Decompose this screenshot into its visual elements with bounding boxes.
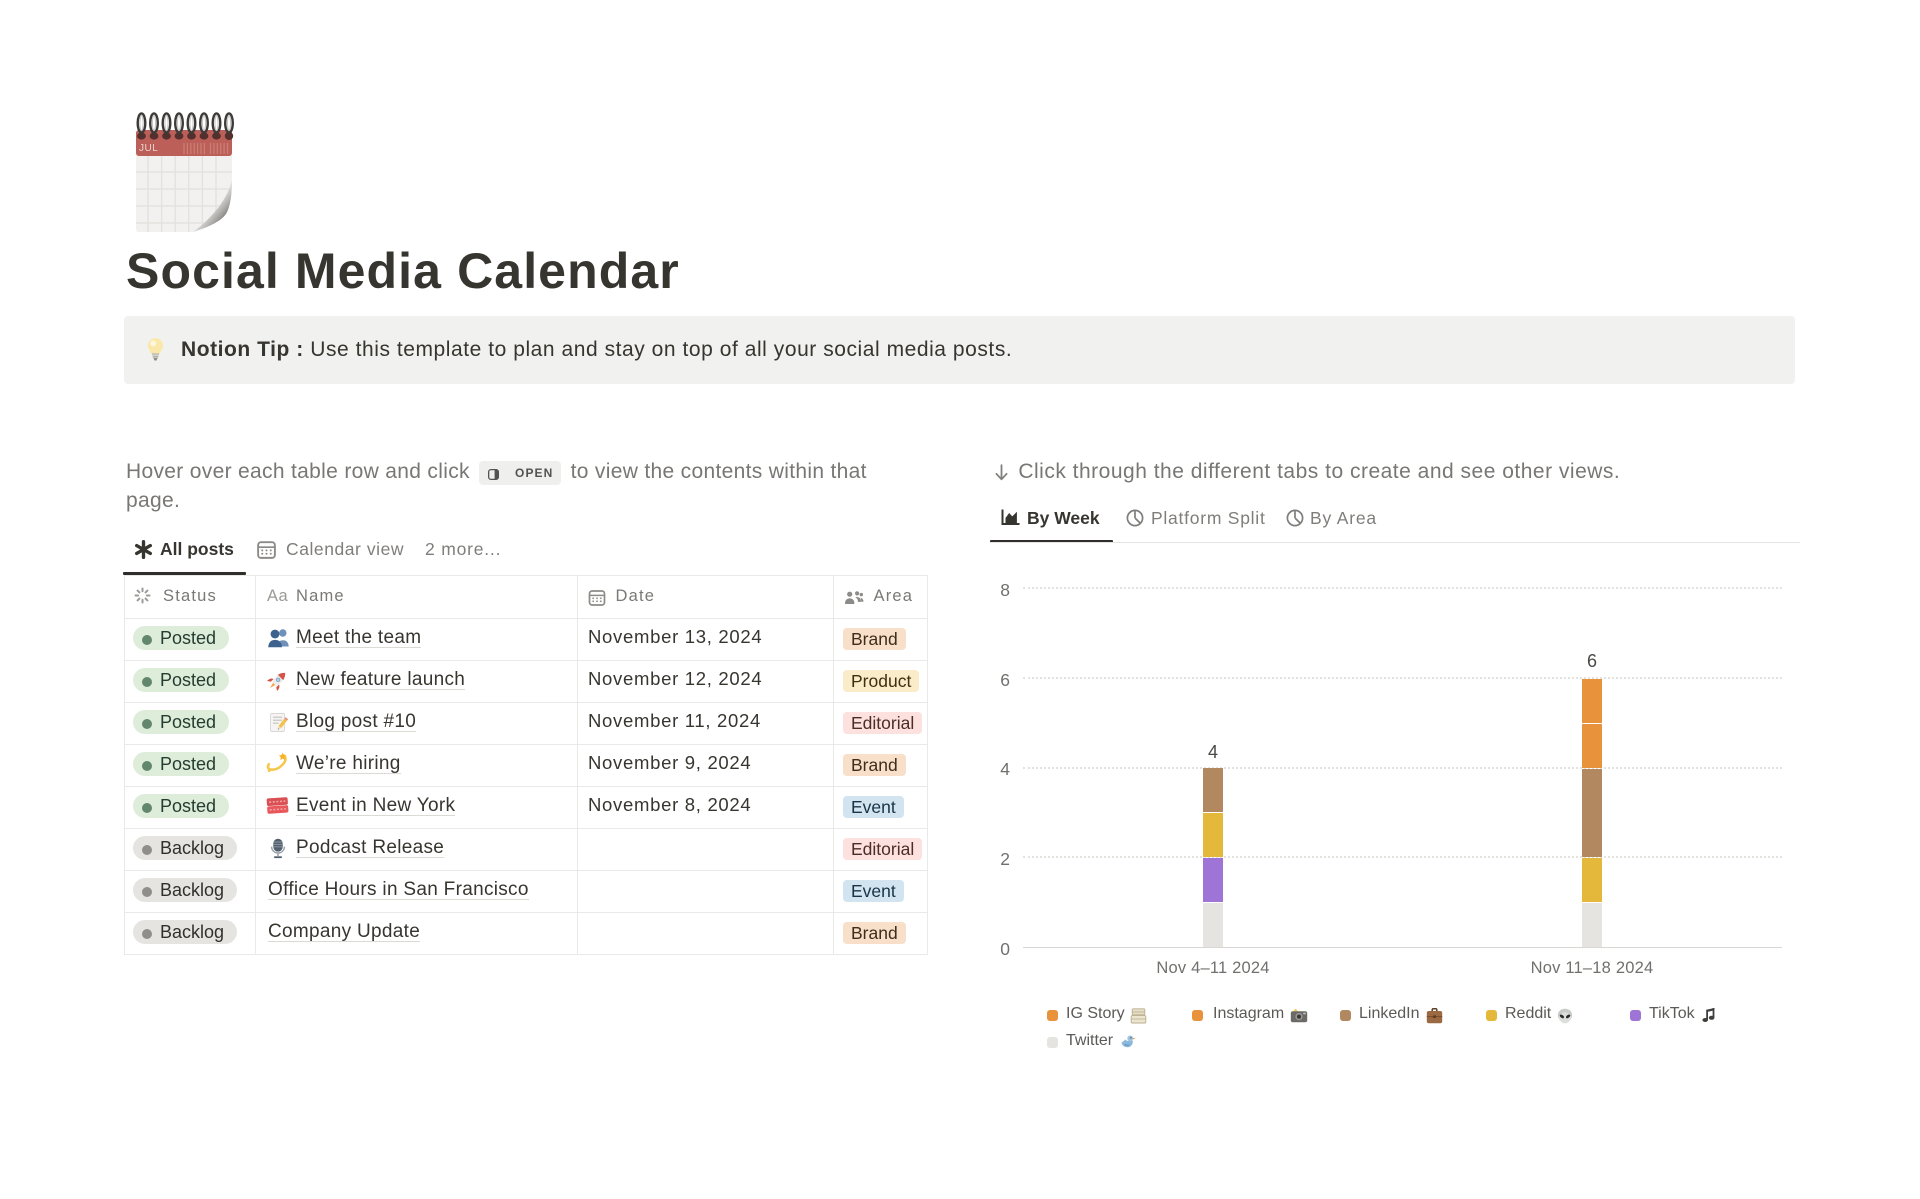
svg-text:JUL: JUL (139, 143, 158, 154)
